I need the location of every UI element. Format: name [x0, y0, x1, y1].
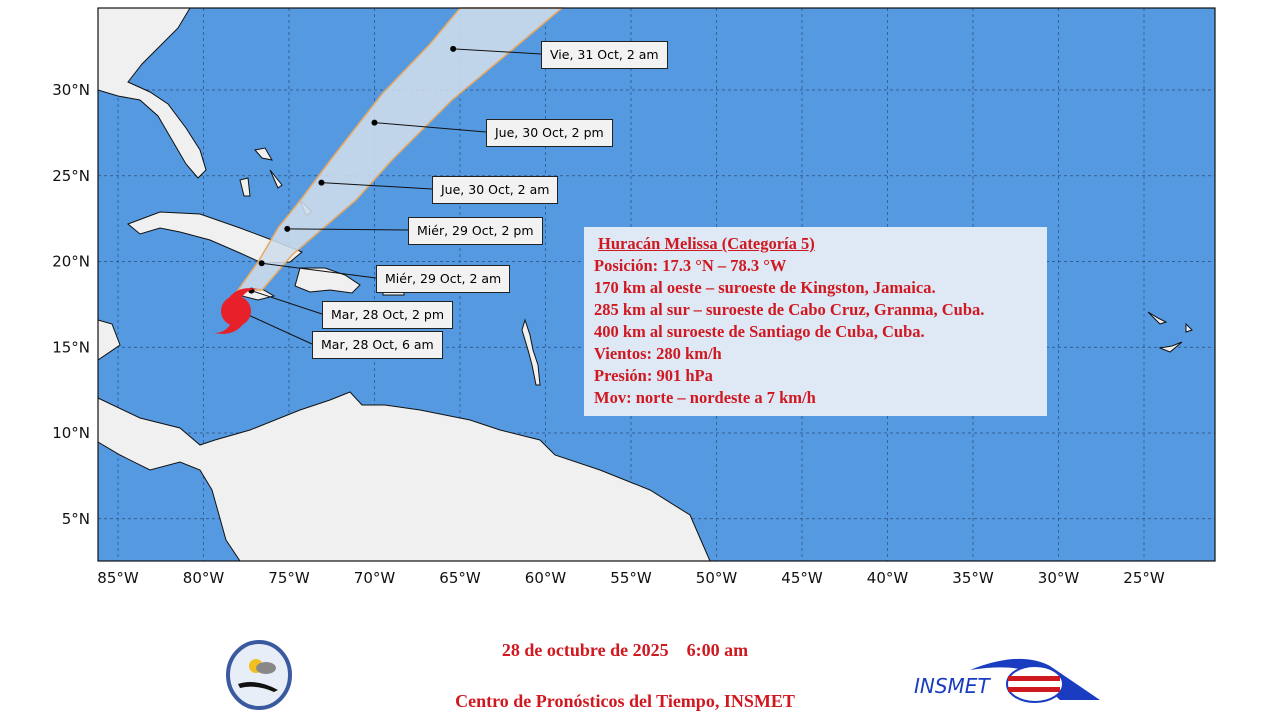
lat-tick-label: 25°N [52, 167, 90, 185]
hurricane-icon [214, 288, 258, 334]
land-central-south-america [97, 391, 711, 562]
lat-tick-label: 15°N [52, 338, 90, 356]
info-line: 170 km al oeste – suroeste de Kingston, … [594, 278, 936, 297]
lon-tick-label: 55°W [610, 569, 652, 587]
hurricane-info-box: Huracán Melissa (Categoría 5) Posición: … [584, 227, 1047, 416]
info-line: Presión: 901 hPa [594, 366, 713, 385]
track-leader-line [453, 48, 542, 55]
logo-insmet: INSMET [914, 658, 1100, 703]
lon-tick-label: 50°W [696, 569, 738, 587]
footer-center: Centro de Pronósticos del Tiempo, INSMET [455, 691, 795, 711]
lat-tick-label: 5°N [62, 510, 90, 528]
lon-tick-label: 80°W [183, 569, 225, 587]
track-label: Jue, 30 Oct, 2 am [432, 176, 559, 204]
info-line: Posición: 17.3 °N – 78.3 °W [594, 256, 787, 275]
track-label: Miér, 29 Oct, 2 am [376, 265, 511, 293]
lon-tick-label: 65°W [439, 569, 481, 587]
track-leader-line [251, 290, 323, 315]
track-leader-line [321, 182, 433, 190]
track-label: Miér, 29 Oct, 2 pm [408, 217, 543, 245]
logo-insmet-text: INSMET [914, 674, 991, 698]
track-point [284, 225, 291, 232]
info-line: 400 km al suroeste de Santiago de Cuba, … [594, 322, 925, 341]
lat-tick-label: 20°N [52, 253, 90, 271]
lon-tick-label: 45°W [781, 569, 823, 587]
land-lesser-antilles [521, 311, 1193, 386]
land-usa-florida [97, 7, 207, 179]
lon-tick-label: 30°W [1038, 569, 1080, 587]
info-line: 285 km al sur – suroeste de Cabo Cruz, G… [594, 300, 985, 319]
lon-tick-label: 70°W [354, 569, 396, 587]
track-label: Vie, 31 Oct, 2 am [541, 41, 668, 69]
info-line: Vientos: 280 km/h [594, 344, 722, 363]
axis-ticks: 30°N 25°N 20°N 15°N 10°N 5°N 85°W 80°W 75°W 70°W 6… [52, 81, 1165, 587]
land [97, 7, 1193, 562]
track-leader-line [287, 228, 409, 231]
lon-tick-label: 75°W [268, 569, 310, 587]
track-point [258, 260, 265, 267]
logo-centro-pronosticos [226, 640, 292, 710]
map-frame [97, 7, 1216, 562]
lat-tick-label: 30°N [52, 81, 90, 99]
track-label: Jue, 30 Oct, 2 pm [486, 119, 613, 147]
lon-tick-label: 25°W [1123, 569, 1165, 587]
land-bahamas [239, 147, 313, 216]
track-leader-line [374, 122, 487, 133]
lon-tick-label: 35°W [952, 569, 994, 587]
footer-date: 28 de octubre de 2025 6:00 am [501, 640, 749, 660]
lat-tick-label: 10°N [52, 424, 90, 442]
track-point [318, 179, 325, 186]
lon-tick-label: 40°W [867, 569, 909, 587]
track-leader-line [261, 262, 377, 279]
track-label: Mar, 28 Oct, 2 pm [322, 301, 454, 329]
track-point [450, 45, 457, 52]
track-label: Mar, 28 Oct, 6 am [312, 331, 443, 359]
lon-tick-label: 60°W [525, 569, 567, 587]
info-title: Huracán Melissa (Categoría 5) [598, 234, 815, 253]
land-hispaniola [294, 267, 361, 294]
track-point [371, 119, 378, 126]
lon-tick-label: 85°W [97, 569, 139, 587]
info-line: Mov: norte – nordeste a 7 km/h [594, 388, 816, 407]
